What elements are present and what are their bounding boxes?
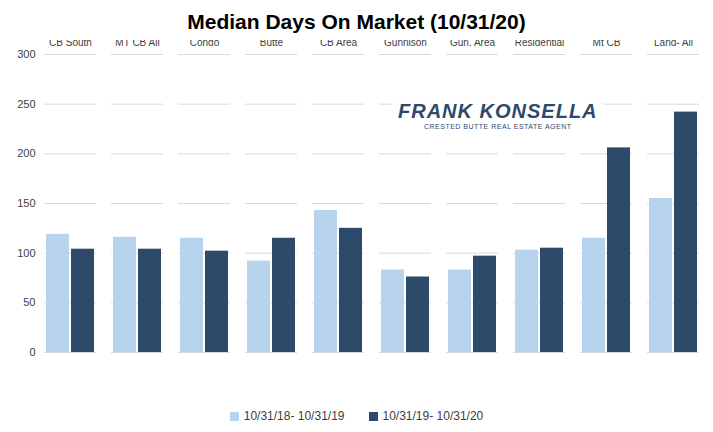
html-text:10/31/18- 10/31/19: 10/31/18- 10/31/19 [243,409,345,423]
svg-text:Land- All: Land- All [654,40,693,48]
svg-text:MT CBCondo: MT CBCondo [189,40,220,48]
svg-text:Land- CBSouth thruMt CB: Land- CBSouth thruMt CB [583,40,629,48]
svg-text:AllResidential: AllResidential [515,40,564,48]
svg-text:300: 300 [17,48,35,60]
html-text:FRANK KONSELLA: FRANK KONSELLA [398,100,598,122]
svg-text:50: 50 [23,296,35,308]
svg-text:MT CB All: MT CB All [115,40,159,48]
svg-text:200: 200 [17,147,35,159]
svg-text:CB Area: CB Area [320,40,358,48]
svg-text:CB South: CB South [49,40,92,48]
svg-text:Gunnison: Gunnison [384,40,427,48]
html-text:Median Days On Market (10/31/2: Median Days On Market (10/31/20) [187,10,526,33]
svg-text:CrestedButte: CrestedButte [254,40,289,48]
svg-text:150: 150 [17,197,35,209]
svg-text:Gun. Area: Gun. Area [450,40,495,48]
html-text:CRESTED BUTTE REAL ESTATE AGEN: CRESTED BUTTE REAL ESTATE AGENT [424,123,572,130]
svg-text:0: 0 [29,346,35,358]
svg-text:250: 250 [17,98,35,110]
html-text:10/31/19- 10/31/20: 10/31/19- 10/31/20 [382,409,484,423]
svg-text:100: 100 [17,247,35,259]
